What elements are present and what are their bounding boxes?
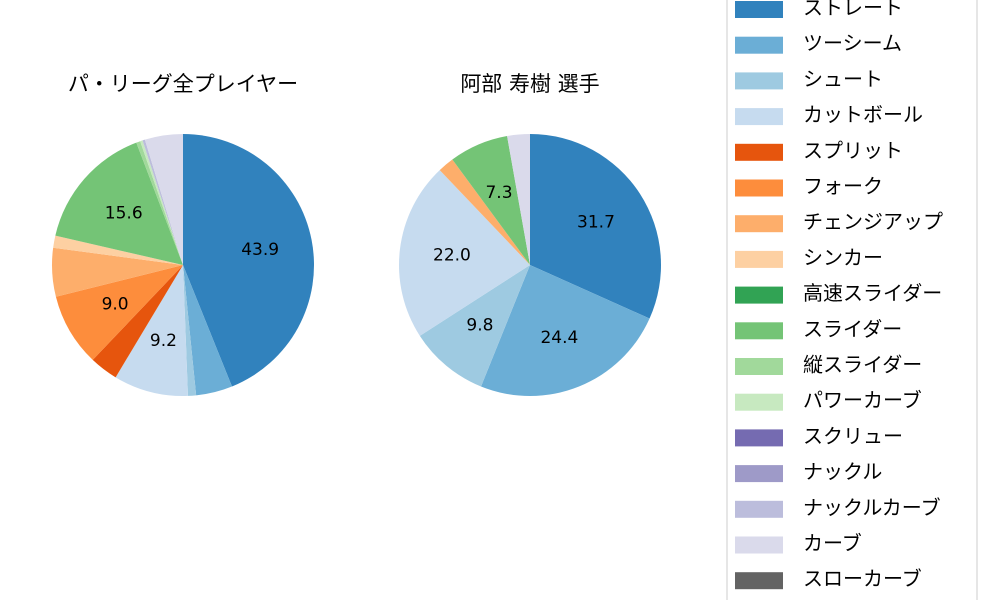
pie-slice bbox=[183, 134, 314, 387]
legend-swatch bbox=[735, 72, 783, 90]
pie-slice bbox=[419, 265, 530, 387]
legend-label: カットボール bbox=[803, 103, 923, 127]
pie-slice bbox=[507, 134, 530, 265]
pie-slice bbox=[55, 265, 183, 360]
data-label: 22.0 bbox=[433, 246, 471, 266]
legend-label: 縦スライダー bbox=[803, 353, 922, 377]
pie-slice bbox=[530, 134, 661, 319]
pie-slice bbox=[140, 140, 183, 265]
legend-swatch bbox=[735, 358, 783, 375]
legend-swatch bbox=[735, 286, 783, 304]
legend-swatch bbox=[735, 572, 783, 590]
legend-swatch bbox=[735, 429, 783, 447]
data-label: 15.6 bbox=[105, 203, 143, 223]
data-label: 9.8 bbox=[466, 316, 493, 336]
legend-label: シンカー bbox=[803, 245, 883, 269]
legend-label: ナックルカーブ bbox=[803, 495, 941, 519]
legend-label: 高速スライダー bbox=[803, 281, 942, 305]
pie-slice bbox=[183, 265, 197, 396]
legend-label: チェンジアップ bbox=[803, 210, 943, 234]
legend-swatch bbox=[735, 108, 783, 126]
pie-slice bbox=[53, 235, 183, 265]
pie-slice bbox=[481, 265, 650, 396]
legend-swatch bbox=[735, 1, 783, 18]
legend-swatch bbox=[735, 143, 783, 161]
legend-swatch bbox=[735, 536, 783, 554]
pie-slice bbox=[399, 170, 530, 336]
pie-slice bbox=[142, 139, 183, 265]
data-label: 9.0 bbox=[102, 295, 129, 315]
pie-slice bbox=[439, 159, 530, 265]
legend-label: スクリュー bbox=[803, 424, 903, 448]
pie-slice bbox=[136, 141, 183, 265]
legend-swatch bbox=[735, 215, 783, 233]
legend-label: ツーシーム bbox=[803, 31, 902, 55]
legend-swatch bbox=[735, 179, 783, 197]
legend-label: スプリット bbox=[803, 138, 903, 162]
legend-swatch bbox=[735, 465, 783, 483]
legend-label: パワーカーブ bbox=[803, 388, 922, 412]
pie-slice bbox=[144, 134, 183, 265]
pie-slice bbox=[115, 265, 188, 396]
data-label: 9.2 bbox=[150, 331, 177, 351]
chart-title: パ・リーグ全プレイヤー bbox=[68, 72, 298, 96]
legend-box bbox=[726, 0, 978, 600]
legend-swatch bbox=[735, 36, 783, 54]
data-label: 31.7 bbox=[577, 212, 615, 232]
data-label: 7.3 bbox=[485, 183, 512, 203]
legend-label: ストレート bbox=[803, 0, 903, 20]
pie-slice bbox=[183, 265, 232, 396]
legend-label: シュート bbox=[803, 67, 883, 91]
legend-swatch bbox=[735, 500, 783, 518]
legend-label: カーブ bbox=[803, 531, 862, 555]
legend-label: スライダー bbox=[803, 317, 902, 341]
data-label: 24.4 bbox=[540, 328, 578, 348]
legend-label: フォーク bbox=[803, 174, 883, 198]
legend-swatch bbox=[735, 393, 783, 411]
legend-label: スローカーブ bbox=[803, 567, 922, 591]
legend-label: ナックル bbox=[803, 460, 882, 484]
pie-slice bbox=[55, 142, 184, 265]
pie-slice bbox=[92, 265, 183, 378]
legend-swatch bbox=[735, 250, 783, 268]
pie-slice bbox=[52, 247, 183, 297]
chart-title: 阿部 寿樹 選手 bbox=[460, 72, 599, 96]
data-label: 43.9 bbox=[241, 240, 279, 260]
legend-swatch bbox=[735, 322, 783, 340]
pie-slice bbox=[452, 136, 530, 265]
